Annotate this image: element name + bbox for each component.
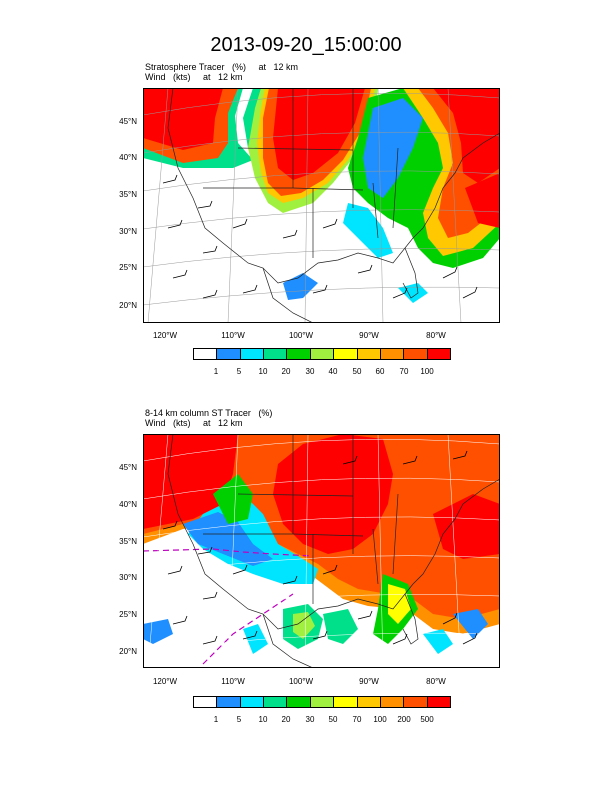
panel1-title: Stratosphere Tracer (%) at 12 km Wind (k… [145,62,298,82]
panel1-colorbar-label: 40 [328,367,338,376]
colorbar-swatch [334,349,358,359]
colorbar-swatch [264,697,288,707]
panel1-lon-label: 90°W [359,331,379,340]
panel1-lat-label: 30°N [119,227,137,236]
colorbar-swatch [357,349,381,359]
colorbar-swatch [287,349,311,359]
panel2-colorbar-label: 100 [373,715,387,724]
colorbar-swatch [264,349,288,359]
panel2-lat-label: 40°N [119,500,137,509]
panel2-colorbar-label: 500 [420,715,434,724]
panel2-title: 8-14 km column ST Tracer (%) Wind (kts) … [145,408,272,428]
colorbar-swatch [404,349,428,359]
panel1-lat-label: 25°N [119,263,137,272]
colorbar-swatch [217,697,241,707]
panel2-title-line2: Wind (kts) at 12 km [145,418,243,428]
panel1-title-line1: Stratosphere Tracer (%) at 12 km [145,62,299,72]
colorbar-swatch [380,697,405,707]
panel1-colorbar-label: 5 [236,367,242,376]
panel2-lat-label: 30°N [119,573,137,582]
figure-title: 2013-09-20_15:00:00 [210,34,402,56]
colorbar-swatch [217,349,241,359]
panel2-lat-label: 20°N [119,647,137,656]
panel2-colorbar-label: 200 [397,715,411,724]
panel1-colorbar [193,348,451,360]
panel1-colorbar-label: 30 [305,367,315,376]
panel1-colorbar-label: 50 [352,367,362,376]
colorbar-swatch [357,697,381,707]
panel1-colorbar-label: 60 [375,367,385,376]
panel2-lon-label: 120°W [152,677,178,686]
panel2-colorbar-label: 50 [328,715,338,724]
panel2-colorbar-label: 20 [281,715,291,724]
panel2-colorbar-label: 5 [236,715,242,724]
panel2-title-line1: 8-14 km column ST Tracer (%) [145,408,273,418]
panel1-colorbar-label: 100 [420,367,434,376]
panel2-colorbar-label: 10 [258,715,268,724]
colorbar-swatch [427,697,450,707]
panel1-lon-label: 80°W [426,331,446,340]
panel1-lat-label: 40°N [119,153,137,162]
panel1-lon-label: 100°W [288,331,314,340]
panel2-map [143,434,500,668]
colorbar-swatch [194,349,218,359]
panel2-colorbar [193,696,451,708]
panel2-lat-label: 45°N [119,463,137,472]
panel2-colorbar-label: 70 [352,715,362,724]
colorbar-swatch [380,349,405,359]
colorbar-swatch [287,697,311,707]
panel2-colorbar-label: 30 [305,715,315,724]
colorbar-swatch [194,697,218,707]
colorbar-swatch [404,697,428,707]
colorbar-swatch [334,697,358,707]
panel2-lon-label: 80°W [426,677,446,686]
colorbar-swatch [427,349,450,359]
panel1-colorbar-label: 20 [281,367,291,376]
panel1-lon-label: 110°W [221,331,245,340]
colorbar-swatch [240,697,265,707]
panel2-lon-label: 110°W [221,677,245,686]
panel1-map [143,88,500,323]
panel1-colorbar-label: 1 [213,367,219,376]
panel1-lat-label: 45°N [119,117,137,126]
panel2-lat-label: 25°N [119,610,137,619]
panel2-colorbar-label: 1 [213,715,219,724]
panel1-colorbar-label: 70 [399,367,409,376]
panel1-colorbar-label: 10 [258,367,268,376]
panel1-lat-label: 20°N [119,301,137,310]
panel1-lon-label: 120°W [152,331,178,340]
panel2-lon-label: 90°W [359,677,379,686]
colorbar-swatch [240,349,265,359]
panel1-lat-label: 35°N [119,190,137,199]
panel2-lat-label: 35°N [119,537,137,546]
panel2-lon-label: 100°W [288,677,314,686]
panel1-title-line2: Wind (kts) at 12 km [145,72,243,82]
colorbar-swatch [310,697,335,707]
colorbar-swatch [310,349,335,359]
